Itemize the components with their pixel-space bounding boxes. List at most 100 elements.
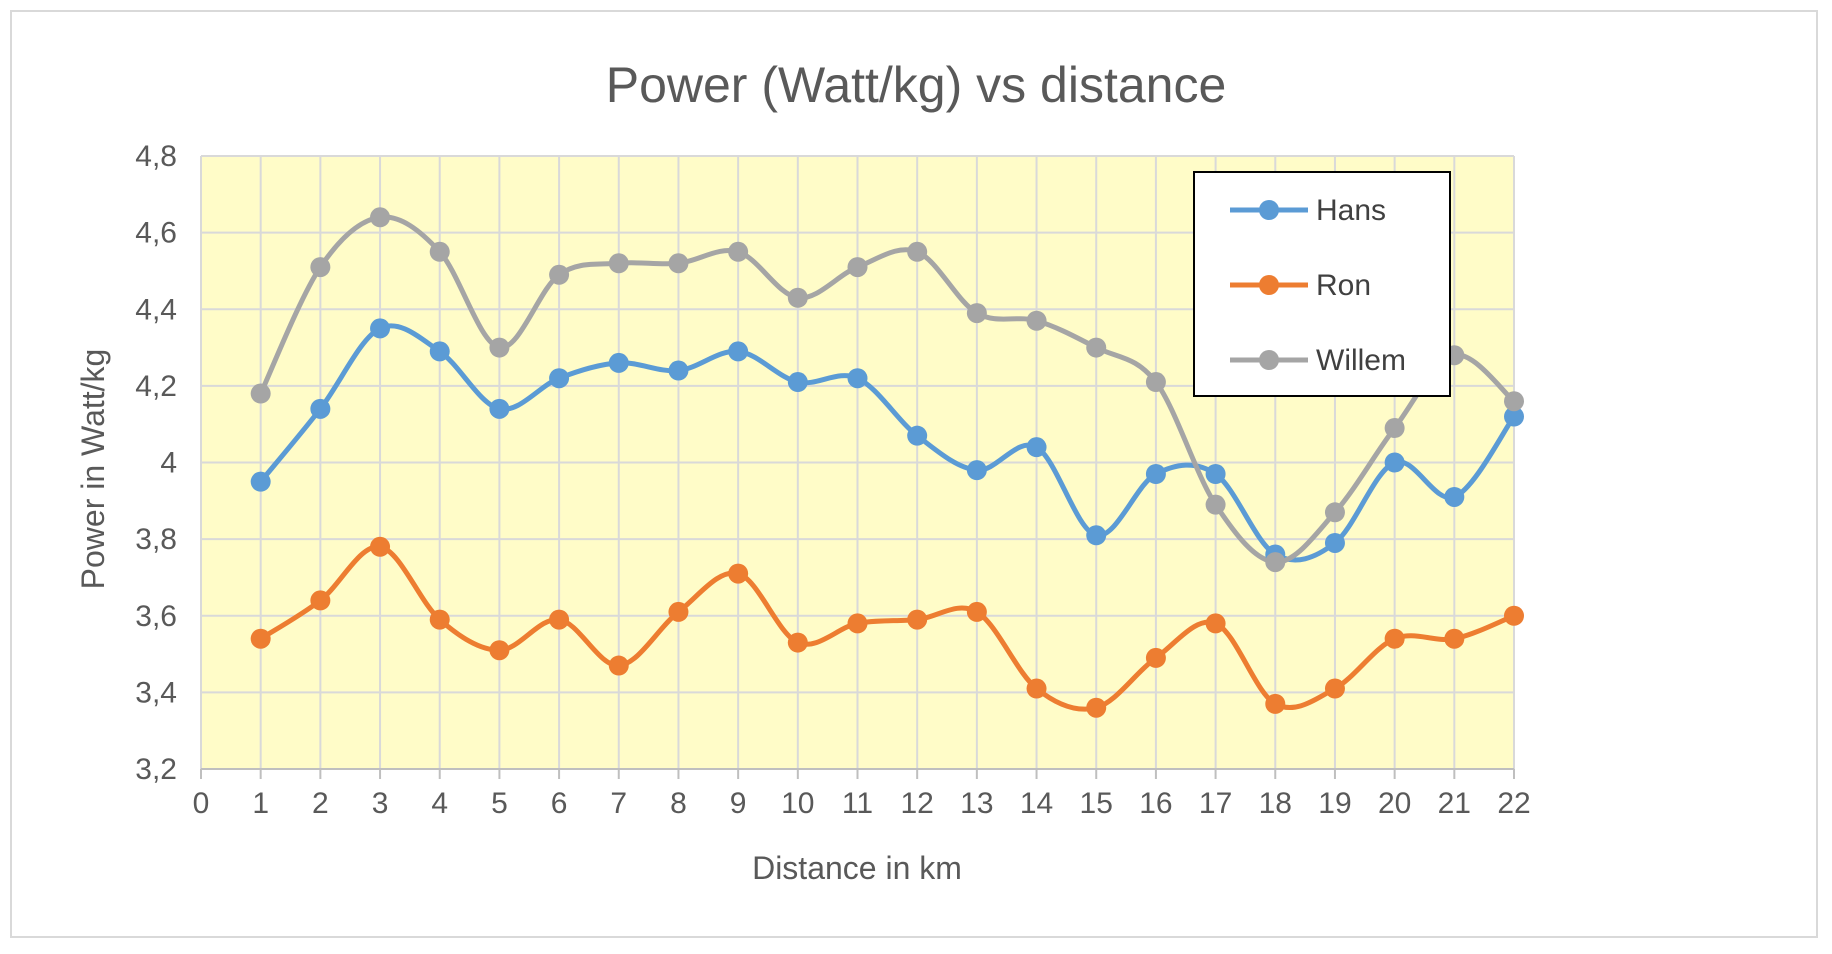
data-point-ron bbox=[668, 601, 689, 622]
data-point-willem bbox=[787, 287, 808, 308]
x-tick-label: 0 bbox=[193, 787, 210, 820]
x-tick-label: 16 bbox=[1139, 787, 1172, 820]
data-point-willem bbox=[429, 241, 450, 262]
data-point-hans bbox=[1444, 486, 1465, 507]
y-tick-label: 3,4 bbox=[135, 676, 177, 709]
y-tick-label: 4,4 bbox=[135, 293, 177, 326]
data-point-ron bbox=[489, 640, 510, 661]
x-tick-label: 7 bbox=[610, 787, 627, 820]
series-points bbox=[250, 207, 1524, 718]
data-point-willem bbox=[370, 207, 391, 228]
legend-marker-ron bbox=[1259, 275, 1279, 295]
chart-title: Power (Watt/kg) vs distance bbox=[606, 57, 1227, 113]
data-point-hans bbox=[1026, 437, 1047, 458]
data-point-hans bbox=[1504, 406, 1524, 427]
x-tick-label: 4 bbox=[431, 787, 448, 820]
y-tick-label: 4,2 bbox=[135, 370, 177, 403]
x-tick-label: 19 bbox=[1318, 787, 1351, 820]
x-tick-label: 8 bbox=[670, 787, 687, 820]
data-point-ron bbox=[1324, 678, 1345, 699]
legend: Hans Ron Willem bbox=[1193, 171, 1451, 397]
x-tick-label: 11 bbox=[842, 787, 873, 820]
x-tick-label: 3 bbox=[372, 787, 389, 820]
chart-svg: Power (Watt/kg) vs distance 3,2 3,4 3,6 3,8… bbox=[75, 57, 1531, 886]
x-tick-label: 5 bbox=[491, 787, 508, 820]
chart-frame: Power (Watt/kg) vs distance 3,2 3,4 3,6 3,8… bbox=[10, 10, 1818, 938]
data-point-hans bbox=[1324, 532, 1345, 553]
x-tick-label: 14 bbox=[1020, 787, 1053, 820]
data-point-willem bbox=[1086, 337, 1107, 358]
data-point-ron bbox=[1265, 693, 1286, 714]
x-tick-label: 1 bbox=[252, 787, 269, 820]
data-point-willem bbox=[966, 303, 987, 324]
data-point-hans bbox=[668, 360, 689, 381]
data-point-hans bbox=[787, 372, 808, 393]
data-point-hans bbox=[1086, 525, 1107, 546]
data-point-ron bbox=[608, 655, 629, 676]
data-point-willem bbox=[1026, 310, 1047, 331]
data-point-ron bbox=[1384, 628, 1405, 649]
data-point-ron bbox=[907, 609, 928, 630]
data-point-willem bbox=[489, 337, 510, 358]
data-point-hans bbox=[728, 341, 749, 362]
data-point-ron bbox=[1145, 647, 1166, 668]
data-point-hans bbox=[608, 352, 629, 373]
data-point-ron bbox=[1205, 613, 1226, 634]
x-axis-title: Distance in km bbox=[752, 850, 962, 886]
x-tick-label: 22 bbox=[1497, 787, 1530, 820]
data-point-ron bbox=[370, 536, 391, 557]
data-point-willem bbox=[250, 383, 271, 404]
data-point-ron bbox=[549, 609, 570, 630]
y-tick-label: 3,6 bbox=[135, 600, 177, 633]
x-tick-label: 2 bbox=[312, 787, 329, 820]
y-axis-title: Power in Watt/kg bbox=[75, 349, 111, 590]
x-tick-label: 17 bbox=[1199, 787, 1232, 820]
data-point-ron bbox=[847, 613, 868, 634]
x-tick-label: 21 bbox=[1438, 787, 1471, 820]
data-point-hans bbox=[966, 460, 987, 481]
x-tick-label: 12 bbox=[900, 787, 933, 820]
data-point-willem bbox=[1324, 502, 1345, 523]
data-point-ron bbox=[429, 609, 450, 630]
axes bbox=[200, 768, 1515, 779]
data-point-willem bbox=[1504, 391, 1524, 412]
y-tick-label: 4 bbox=[160, 447, 177, 480]
y-tick-label: 4,6 bbox=[135, 217, 177, 250]
legend-marker-hans bbox=[1259, 200, 1279, 220]
data-point-ron bbox=[1504, 605, 1524, 626]
data-point-hans bbox=[250, 471, 271, 492]
data-point-hans bbox=[907, 425, 928, 446]
x-tick-label: 20 bbox=[1378, 787, 1411, 820]
data-point-hans bbox=[1145, 463, 1166, 484]
series-line-willem bbox=[258, 214, 1517, 565]
data-point-willem bbox=[1384, 418, 1405, 439]
series-line-ron bbox=[258, 544, 1517, 712]
data-point-ron bbox=[1026, 678, 1047, 699]
data-point-willem bbox=[668, 253, 689, 274]
data-point-hans bbox=[429, 341, 450, 362]
data-point-willem bbox=[847, 257, 868, 278]
data-point-willem bbox=[310, 257, 331, 278]
data-point-ron bbox=[728, 563, 749, 584]
x-tick-label: 10 bbox=[781, 787, 814, 820]
x-tick-label: 13 bbox=[960, 787, 993, 820]
data-point-willem bbox=[1265, 552, 1286, 573]
legend-label-hans: Hans bbox=[1316, 194, 1386, 227]
data-point-willem bbox=[1145, 372, 1166, 393]
data-point-ron bbox=[310, 590, 331, 611]
data-point-ron bbox=[250, 628, 271, 649]
data-point-willem bbox=[907, 241, 928, 262]
data-point-hans bbox=[847, 368, 868, 389]
x-axis-ticks: 0 1 2 3 4 5 6 7 8 9 10 11 12 13 14 15 16 17 18 19 20 21 22 bbox=[193, 787, 1531, 820]
x-tick-label: 18 bbox=[1259, 787, 1292, 820]
data-point-willem bbox=[549, 264, 570, 285]
data-point-ron bbox=[1086, 697, 1107, 718]
data-point-hans bbox=[1384, 452, 1405, 473]
legend-label-willem: Willem bbox=[1316, 344, 1406, 377]
y-tick-label: 3,2 bbox=[135, 753, 177, 786]
data-point-ron bbox=[787, 632, 808, 653]
data-point-hans bbox=[549, 368, 570, 389]
x-tick-label: 9 bbox=[730, 787, 747, 820]
data-point-hans bbox=[489, 398, 510, 419]
y-tick-label: 4,8 bbox=[135, 140, 177, 173]
